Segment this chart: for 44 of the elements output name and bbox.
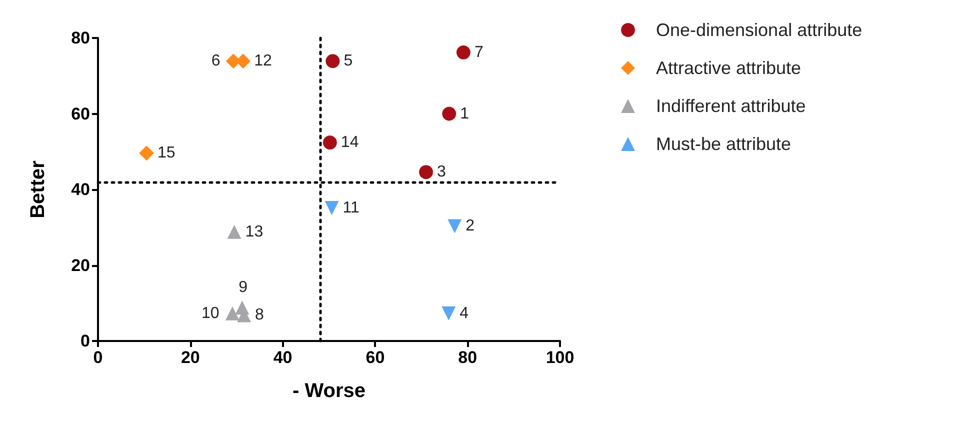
legend-label: Indifferent attribute: [656, 96, 806, 116]
y-tick-label: 40: [71, 180, 90, 199]
point: [456, 45, 470, 60]
annotation: 5: [344, 52, 353, 70]
point: [322, 136, 337, 150]
annotation: 14: [340, 134, 359, 152]
legend-label: One-dimensional attribute: [656, 20, 862, 40]
annotation: 10: [201, 304, 220, 322]
y-tick-label: 60: [71, 104, 90, 124]
point: [235, 300, 250, 315]
annotation: 6: [211, 52, 220, 70]
annotation: 1: [460, 105, 470, 122]
annotation: 7: [474, 44, 484, 61]
annotation: 8: [254, 306, 264, 324]
y-tick-label: 0: [80, 332, 90, 350]
point: [419, 165, 434, 180]
point: [225, 306, 240, 320]
annotation: 4: [460, 304, 469, 322]
point: [324, 201, 339, 216]
x-tick-label: 20: [180, 348, 200, 367]
point: [442, 306, 456, 320]
annotation: 11: [342, 200, 360, 217]
annotation: 13: [245, 223, 264, 240]
x-tick-label: 0: [93, 348, 103, 367]
y-tick-label: 80: [71, 28, 90, 48]
x-axis-title: - Worse: [292, 380, 366, 402]
annotation: 12: [254, 52, 272, 70]
point: [448, 219, 462, 234]
x-tick-label: 80: [458, 348, 478, 367]
annotation: 15: [158, 144, 176, 162]
annotation: 2: [466, 218, 475, 235]
point: [442, 106, 456, 121]
point: [227, 224, 242, 239]
y-tick-label: 20: [71, 256, 90, 275]
x-tick-label: 40: [273, 348, 292, 367]
x-tick-label: 60: [366, 348, 385, 367]
legend-label: Attractive attribute: [656, 58, 802, 78]
y-axis-title: Better: [27, 160, 49, 218]
annotation: 9: [238, 279, 248, 296]
point: [139, 146, 154, 161]
annotation: 3: [437, 164, 446, 181]
point: [326, 54, 340, 68]
legend-label: Must-be attribute: [656, 134, 792, 154]
x-tick-label: 100: [546, 348, 574, 367]
